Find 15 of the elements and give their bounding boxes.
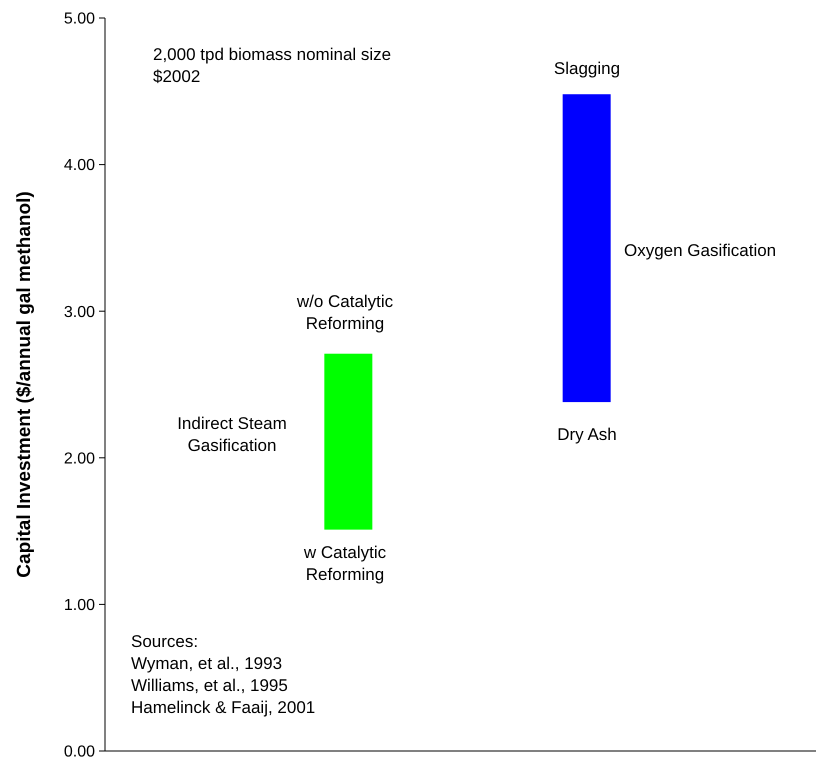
y-axis-title: Capital Investment ($/annual gal methanol) [14,191,35,578]
y-tick-label: 3.00 [64,304,96,321]
y-tick-label: 5.00 [64,10,96,28]
annotation: Dry Ash [557,425,617,444]
annotation: w/o Catalytic Reforming [296,292,394,333]
y-tick-label: 0.00 [64,744,96,761]
y-tick-label: 4.00 [64,157,96,174]
y-tick-label: 1.00 [64,597,96,614]
annotation: w Catalytic Reforming [302,543,387,584]
annotation: Sources: Wyman, et al., 1993 Williams, et al., 1995 Hamelinck & Faaij, 2001 [131,632,316,717]
y-tick-label: 2.00 [64,450,96,468]
annotation: Indirect Steam Gasification [177,414,287,455]
annotation: 2,000 tpd biomass nominal size $2002 [153,45,392,86]
annotation: Oxygen Gasification [624,241,776,260]
annotation: Slagging [554,59,620,78]
